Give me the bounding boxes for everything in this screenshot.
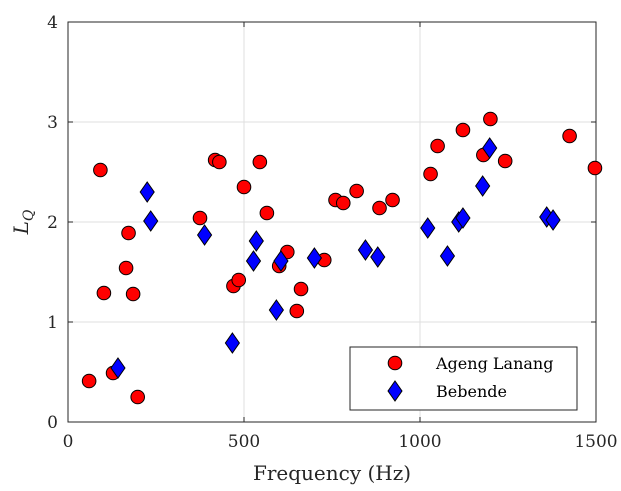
data-point-ageng-lanang: [212, 154, 227, 170]
data-point-bebende: [273, 250, 289, 272]
data-point-bebende: [196, 224, 213, 246]
data-point-ageng-lanang: [289, 303, 305, 319]
y-tick-label: 1: [47, 313, 58, 333]
data-point-ageng-lanang: [372, 200, 387, 216]
data-point-ageng-lanang: [236, 179, 252, 195]
data-point-bebende: [268, 299, 284, 321]
y-tick-label: 2: [47, 213, 58, 233]
legend-marker-ageng-lanang: [387, 355, 403, 371]
data-point-ageng-lanang: [118, 260, 134, 276]
y-axis-title-subscript: Q: [21, 209, 37, 221]
data-point-ageng-lanang: [562, 128, 577, 144]
data-point-ageng-lanang: [455, 122, 471, 138]
x-axis-title: Frequency (Hz): [253, 461, 411, 485]
data-point-ageng-lanang: [293, 281, 309, 297]
data-point-bebende: [455, 207, 471, 229]
data-point-ageng-lanang: [259, 205, 275, 221]
legend-label-bebende: Bebende: [436, 382, 507, 401]
legend-box: [349, 346, 578, 411]
data-point-ageng-lanang: [125, 286, 141, 302]
data-point-bebende: [482, 137, 498, 159]
y-tick-label: 0: [47, 413, 58, 433]
data-point-bebende: [370, 246, 386, 268]
data-point-ageng-lanang: [385, 192, 400, 208]
data-point-bebende: [357, 239, 374, 261]
data-point-bebende: [110, 357, 126, 379]
data-point-bebende: [420, 217, 436, 239]
legend-label-ageng-lanang: Ageng Lanang: [435, 354, 553, 373]
legend: Ageng Lanang Bebende: [349, 346, 578, 411]
data-point-bebende: [143, 210, 159, 232]
data-point-bebende: [224, 332, 240, 354]
data-point-ageng-lanang: [96, 285, 112, 301]
data-point-ageng-lanang: [93, 162, 108, 178]
data-point-ageng-lanang: [81, 373, 97, 389]
data-point-bebende: [439, 245, 456, 267]
data-point-bebende: [139, 181, 155, 203]
data-point-ageng-lanang: [335, 195, 351, 211]
legend-marker-bebende: [387, 380, 403, 402]
x-tick-label: 1000: [398, 432, 441, 452]
data-point-ageng-lanang: [130, 389, 145, 405]
data-point-ageng-lanang: [121, 225, 136, 241]
data-points: [81, 111, 603, 405]
data-point-bebende: [245, 250, 262, 272]
data-point-ageng-lanang: [587, 160, 603, 176]
data-point-ageng-lanang: [430, 138, 445, 154]
y-tick-label: 4: [47, 13, 58, 33]
data-point-bebende: [475, 175, 491, 197]
y-axis-title-main: L: [9, 221, 33, 235]
data-point-ageng-lanang: [349, 183, 364, 199]
data-point-bebende: [545, 209, 561, 231]
y-tick-label: 3: [47, 113, 58, 133]
data-point-ageng-lanang: [497, 153, 513, 169]
data-point-bebende: [306, 247, 323, 269]
data-point-ageng-lanang: [252, 154, 268, 170]
x-tick-label: 1500: [574, 432, 617, 452]
axis-ticks: 0 500 1000 1500 0 1 2 3 4: [47, 13, 617, 452]
data-point-ageng-lanang: [483, 111, 498, 127]
x-tick-label: 500: [228, 432, 260, 452]
data-point-ageng-lanang: [192, 210, 208, 226]
data-point-ageng-lanang: [231, 272, 247, 288]
data-point-ageng-lanang: [423, 166, 438, 182]
data-point-bebende: [248, 230, 264, 252]
x-tick-label: 0: [63, 432, 74, 452]
y-axis-title: LQ: [9, 209, 37, 235]
